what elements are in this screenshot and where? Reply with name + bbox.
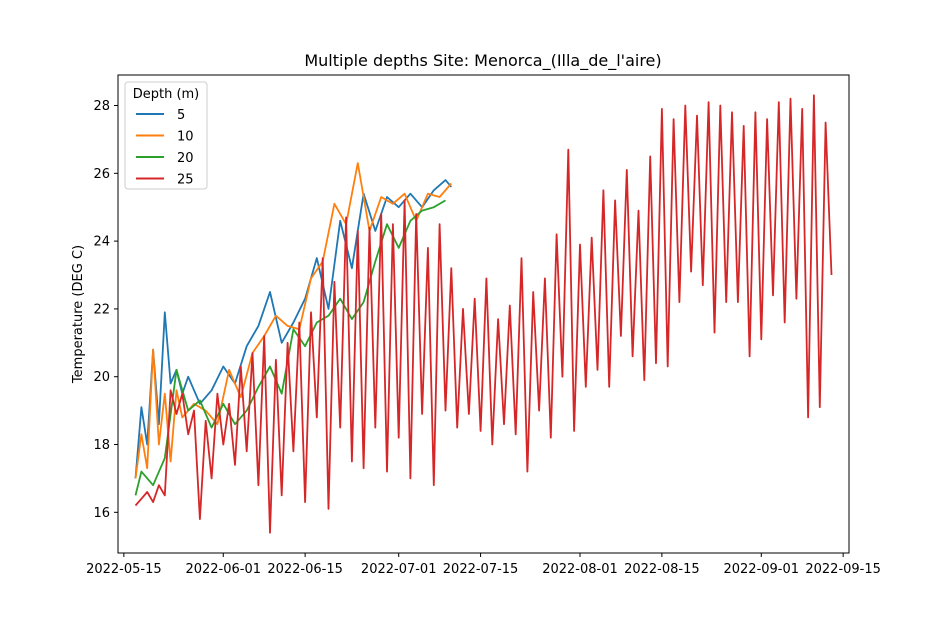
legend-label-5: 5 bbox=[177, 108, 185, 123]
y-axis-label: Temperature (DEG C) bbox=[71, 245, 86, 384]
x-tick-label: 2022-09-01 bbox=[723, 562, 799, 577]
y-tick-label: 26 bbox=[93, 167, 110, 182]
x-tick-label: 2022-09-15 bbox=[805, 562, 881, 577]
x-tick-label: 2022-08-01 bbox=[542, 562, 618, 577]
x-tick-label: 2022-07-15 bbox=[443, 562, 519, 577]
legend-items: 5 10 20 25 bbox=[136, 108, 194, 188]
series-line-10 bbox=[134, 162, 452, 479]
y-tick-label: 28 bbox=[93, 99, 110, 114]
series-line-25 bbox=[134, 94, 833, 534]
legend: Depth (m) 5 10 20 25 bbox=[124, 81, 208, 190]
legend-box bbox=[124, 81, 208, 190]
plot-lines bbox=[134, 94, 833, 534]
legend-label-25: 25 bbox=[177, 173, 194, 188]
legend-title: Depth (m) bbox=[133, 87, 200, 102]
y-tick-label: 24 bbox=[93, 235, 110, 250]
x-tick-label: 2022-06-01 bbox=[185, 562, 261, 577]
chart-title: Multiple depths Site: Menorca_(Illa_de_l… bbox=[304, 51, 661, 71]
y-tick-label: 16 bbox=[93, 506, 110, 521]
y-tick-label: 20 bbox=[93, 370, 110, 385]
x-tick-label: 2022-06-15 bbox=[267, 562, 343, 577]
legend-label-10: 10 bbox=[177, 130, 194, 145]
x-axis: 2022-05-15 2022-06-01 2022-06-15 2022-07-01… bbox=[86, 553, 881, 577]
legend-label-20: 20 bbox=[177, 151, 194, 166]
x-tick-label: 2022-05-15 bbox=[86, 562, 162, 577]
x-tick-label: 2022-07-01 bbox=[361, 562, 437, 577]
y-axis: 16 18 20 22 24 26 28 bbox=[93, 99, 118, 521]
axes-frame bbox=[117, 74, 850, 554]
y-tick-label: 18 bbox=[93, 438, 110, 453]
x-tick-label: 2022-08-15 bbox=[624, 562, 700, 577]
series-line-5 bbox=[134, 179, 452, 479]
y-tick-label: 22 bbox=[93, 302, 110, 317]
